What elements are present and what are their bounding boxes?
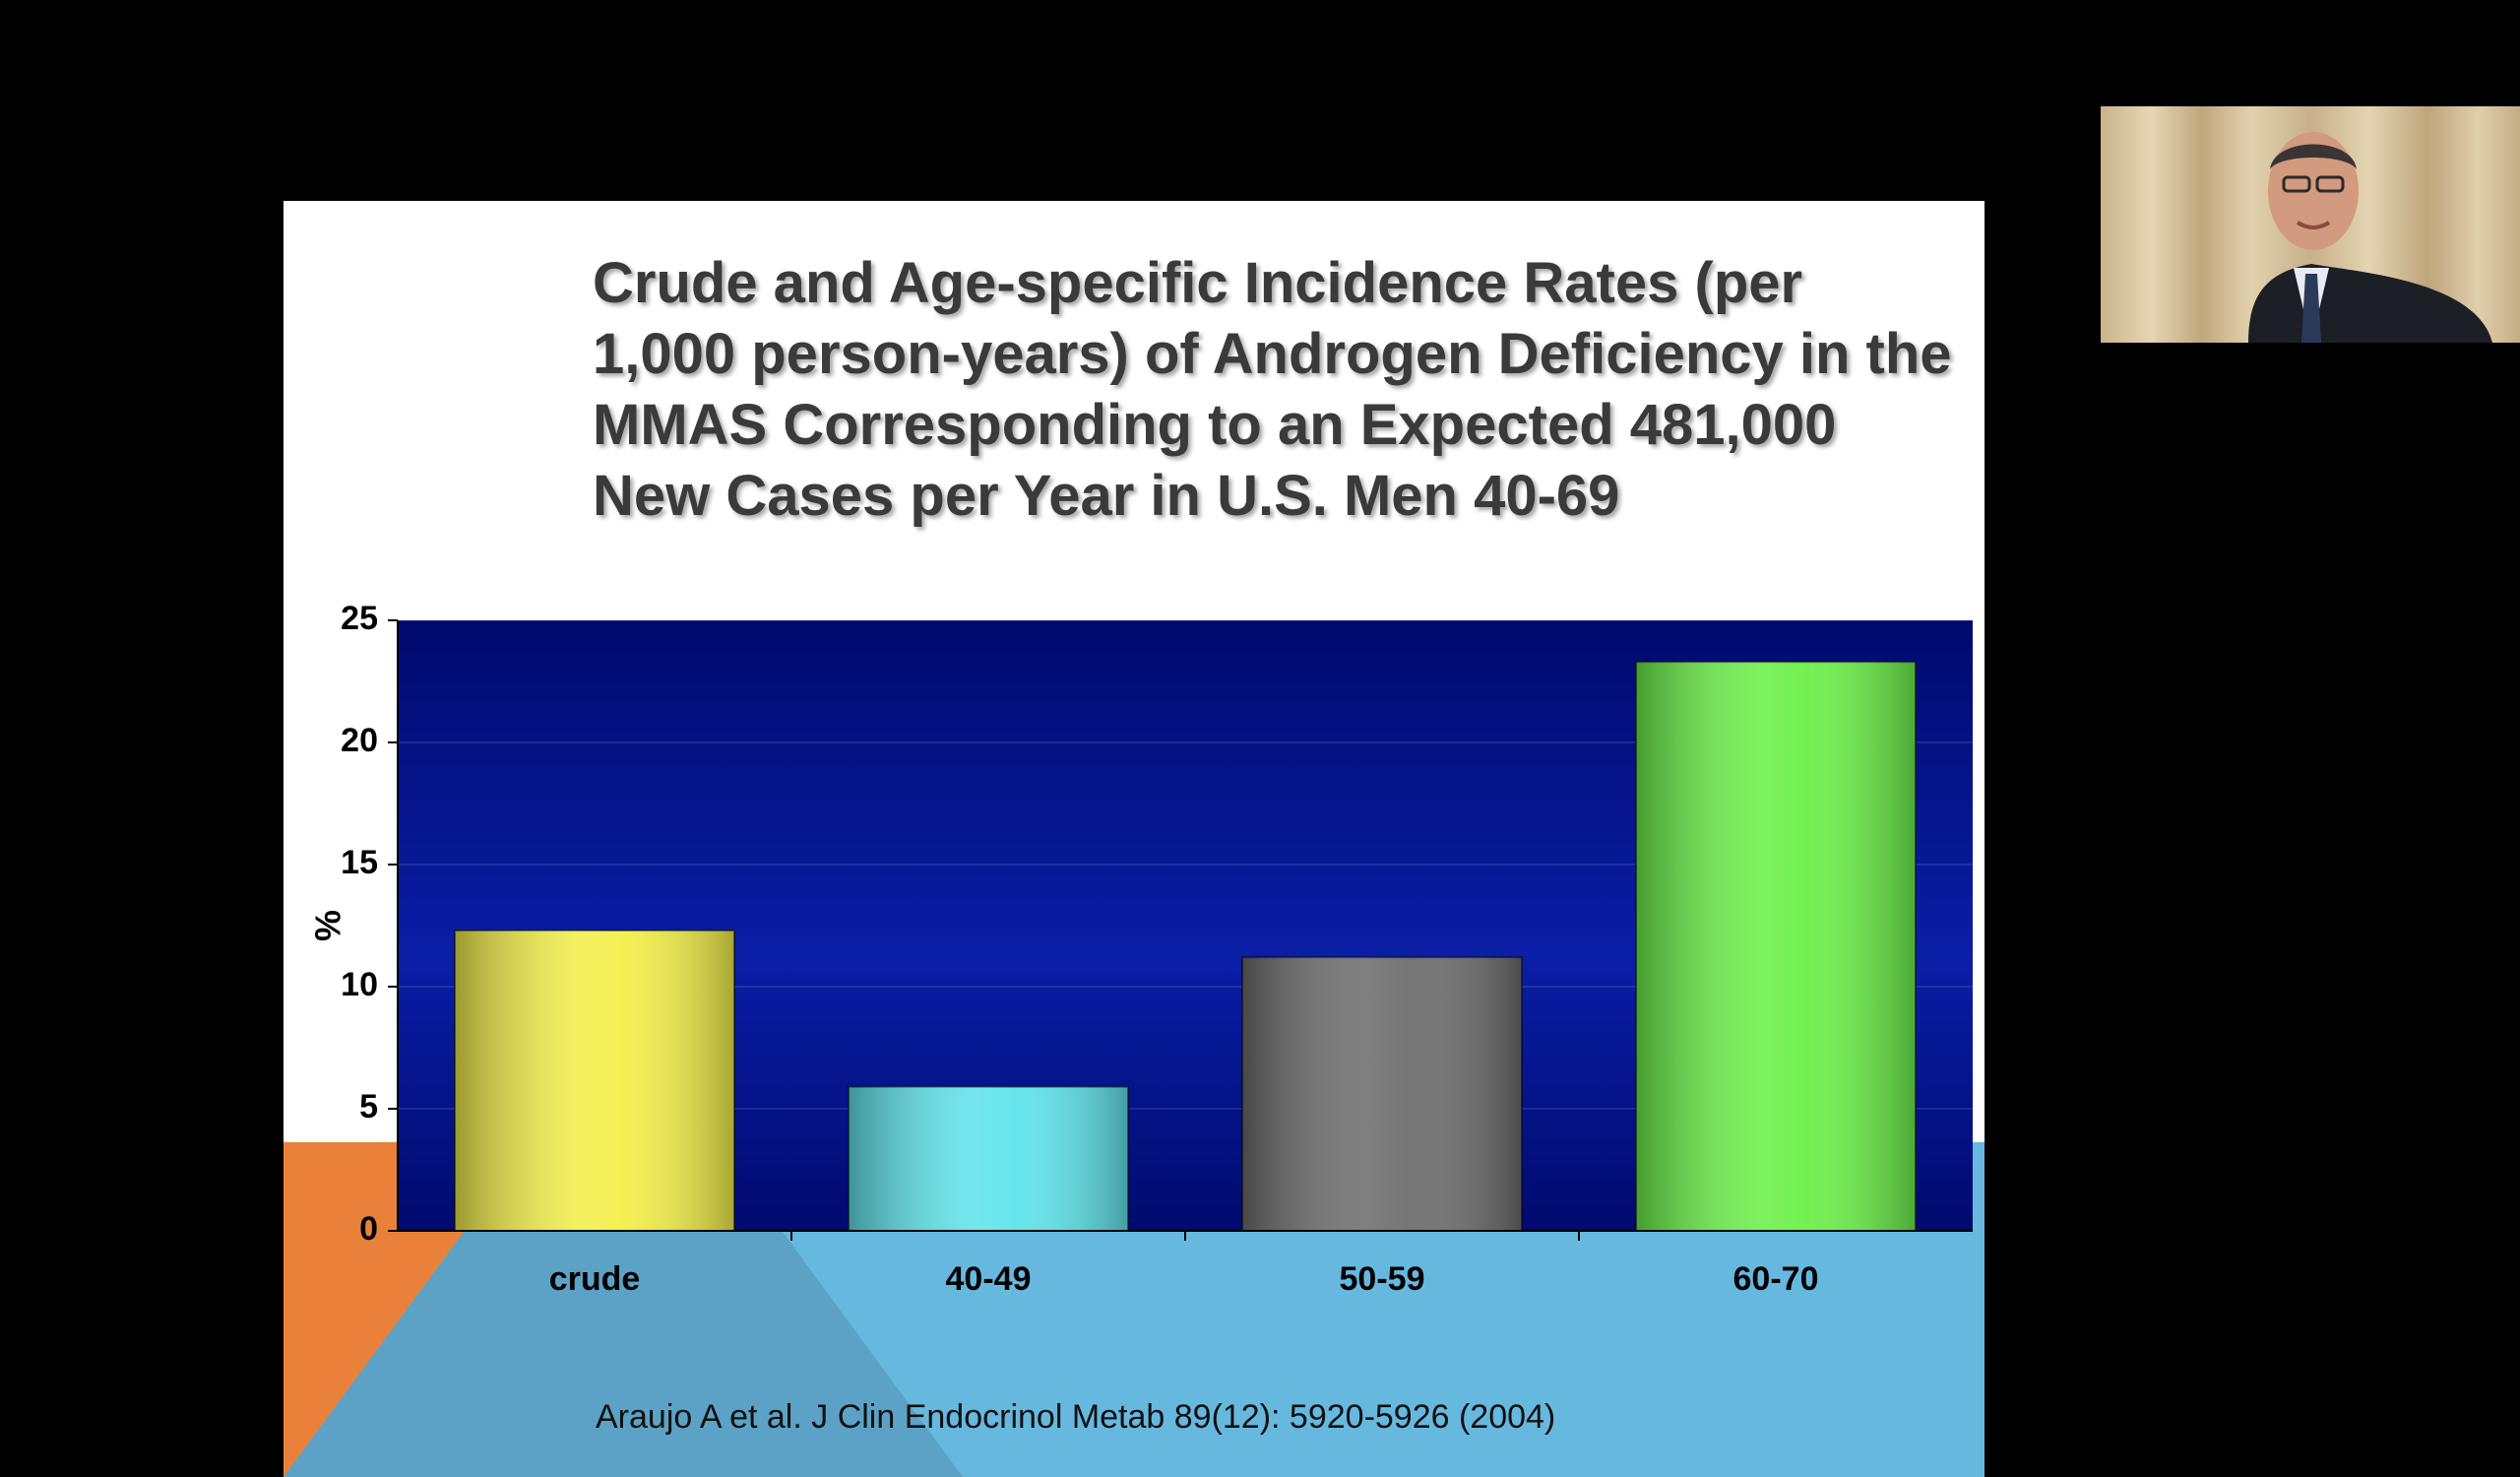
- bar-shade: [1636, 662, 1916, 1231]
- y-tick-label: 25: [341, 600, 378, 637]
- slide-title: Crude and Age-specific Incidence Rates (…: [593, 251, 1952, 528]
- x-tick-label: crude: [549, 1260, 641, 1298]
- y-tick-label: 20: [341, 722, 378, 759]
- y-tick-label: 10: [341, 966, 378, 1003]
- y-axis-label: %: [308, 910, 348, 941]
- decor-dark-blue-triangle: [284, 1142, 963, 1477]
- bar-shade: [849, 1086, 1128, 1231]
- bar-shade: [1242, 957, 1522, 1231]
- presenter-video-icon: [2101, 106, 2520, 343]
- y-tick-label: 15: [341, 844, 378, 881]
- presentation-slide: Crude and Age-specific Incidence Rates (…: [284, 201, 1984, 1477]
- x-tick-labels: crude 40-49 50-59 60-70: [549, 1231, 1819, 1298]
- y-tick-label: 0: [359, 1210, 378, 1248]
- x-tick-label: 60-70: [1733, 1260, 1819, 1298]
- x-tick-label: 40-49: [946, 1260, 1032, 1298]
- bar-chart: 0 5 10 15 20 25 crude 40-49 50-59 60-70 %: [308, 600, 1973, 1298]
- bars: [454, 661, 1917, 1233]
- presenter-video-thumbnail[interactable]: [2101, 106, 2520, 343]
- y-tick-label: 5: [359, 1088, 378, 1125]
- y-tick-labels: 0 5 10 15 20 25: [341, 600, 398, 1248]
- citation-text: Araujo A et al. J Clin Endocrinol Metab …: [596, 1398, 1556, 1436]
- bar-shade: [455, 930, 734, 1231]
- x-tick-label: 50-59: [1340, 1260, 1425, 1298]
